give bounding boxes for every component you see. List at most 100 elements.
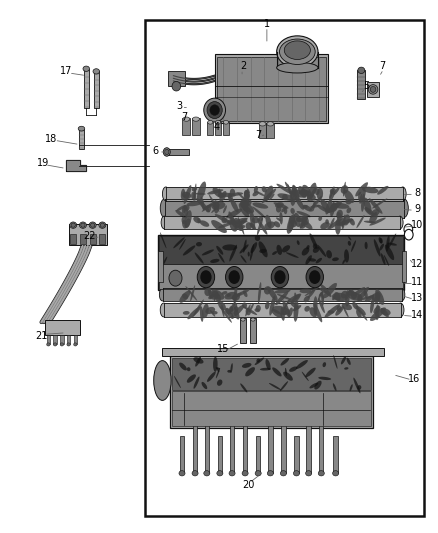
Bar <box>70 234 76 244</box>
Ellipse shape <box>332 257 339 261</box>
Ellipse shape <box>307 195 316 201</box>
Ellipse shape <box>371 212 377 217</box>
Ellipse shape <box>351 292 357 294</box>
Ellipse shape <box>187 306 201 319</box>
Ellipse shape <box>259 122 266 126</box>
Ellipse shape <box>74 343 77 346</box>
Bar <box>60 335 64 344</box>
Ellipse shape <box>291 220 297 227</box>
Ellipse shape <box>233 289 250 298</box>
Text: 11: 11 <box>411 277 423 287</box>
Ellipse shape <box>320 293 324 300</box>
Text: 12: 12 <box>411 259 423 269</box>
Ellipse shape <box>372 209 380 216</box>
Ellipse shape <box>250 210 255 230</box>
Ellipse shape <box>226 208 242 219</box>
Ellipse shape <box>320 222 330 229</box>
Ellipse shape <box>320 199 330 213</box>
Ellipse shape <box>215 214 231 224</box>
Circle shape <box>271 266 289 288</box>
Ellipse shape <box>344 190 354 203</box>
Ellipse shape <box>333 383 336 391</box>
Ellipse shape <box>212 311 218 314</box>
Bar <box>183 118 190 135</box>
Ellipse shape <box>300 216 308 229</box>
Bar <box>207 122 213 135</box>
Text: 6: 6 <box>153 146 159 156</box>
Ellipse shape <box>279 39 315 64</box>
Ellipse shape <box>356 306 366 315</box>
Ellipse shape <box>257 217 263 235</box>
Ellipse shape <box>293 300 299 322</box>
Ellipse shape <box>240 244 249 254</box>
Ellipse shape <box>359 296 374 300</box>
Ellipse shape <box>182 294 188 299</box>
Ellipse shape <box>267 471 273 476</box>
Ellipse shape <box>267 286 278 301</box>
Circle shape <box>226 266 243 288</box>
Ellipse shape <box>53 343 57 346</box>
Ellipse shape <box>233 307 240 319</box>
Ellipse shape <box>252 191 259 196</box>
Ellipse shape <box>216 368 220 378</box>
Bar <box>84 69 89 109</box>
Ellipse shape <box>282 311 286 316</box>
Text: 10: 10 <box>411 220 423 230</box>
Ellipse shape <box>291 294 300 304</box>
Ellipse shape <box>357 385 361 390</box>
Ellipse shape <box>363 198 371 213</box>
Ellipse shape <box>216 246 223 255</box>
Ellipse shape <box>379 244 384 251</box>
Ellipse shape <box>310 233 318 249</box>
Ellipse shape <box>358 67 365 74</box>
Text: 18: 18 <box>45 134 57 144</box>
Ellipse shape <box>219 192 236 197</box>
Ellipse shape <box>184 205 188 216</box>
Ellipse shape <box>356 309 362 318</box>
Ellipse shape <box>230 192 243 196</box>
Ellipse shape <box>208 120 213 124</box>
Ellipse shape <box>254 186 258 193</box>
Bar <box>79 128 84 149</box>
Ellipse shape <box>374 295 380 303</box>
Ellipse shape <box>364 207 374 216</box>
Ellipse shape <box>228 212 236 228</box>
Ellipse shape <box>280 299 290 316</box>
Ellipse shape <box>332 203 350 209</box>
Ellipse shape <box>252 206 266 219</box>
Ellipse shape <box>205 307 215 314</box>
Ellipse shape <box>269 193 275 200</box>
Ellipse shape <box>242 363 251 368</box>
Ellipse shape <box>245 367 255 376</box>
Ellipse shape <box>218 222 233 228</box>
Ellipse shape <box>267 122 274 126</box>
Ellipse shape <box>277 62 318 73</box>
Ellipse shape <box>257 219 268 235</box>
Ellipse shape <box>182 220 187 229</box>
Ellipse shape <box>214 292 218 301</box>
Ellipse shape <box>174 376 181 388</box>
Bar <box>333 436 338 473</box>
Text: 8: 8 <box>414 188 420 198</box>
Ellipse shape <box>349 218 355 225</box>
Ellipse shape <box>240 199 245 208</box>
Ellipse shape <box>200 306 204 322</box>
Bar <box>180 436 184 473</box>
Text: 19: 19 <box>37 158 49 168</box>
Ellipse shape <box>182 206 186 214</box>
Ellipse shape <box>217 379 223 386</box>
Ellipse shape <box>258 216 263 221</box>
Ellipse shape <box>341 291 348 298</box>
Ellipse shape <box>251 242 257 253</box>
Ellipse shape <box>240 255 247 263</box>
Ellipse shape <box>378 237 382 244</box>
Ellipse shape <box>195 193 206 195</box>
Ellipse shape <box>260 368 271 370</box>
Ellipse shape <box>290 302 299 309</box>
Ellipse shape <box>281 206 286 212</box>
Ellipse shape <box>184 219 191 228</box>
Ellipse shape <box>226 293 231 297</box>
Ellipse shape <box>343 260 345 264</box>
Ellipse shape <box>193 188 196 200</box>
Ellipse shape <box>179 362 187 370</box>
